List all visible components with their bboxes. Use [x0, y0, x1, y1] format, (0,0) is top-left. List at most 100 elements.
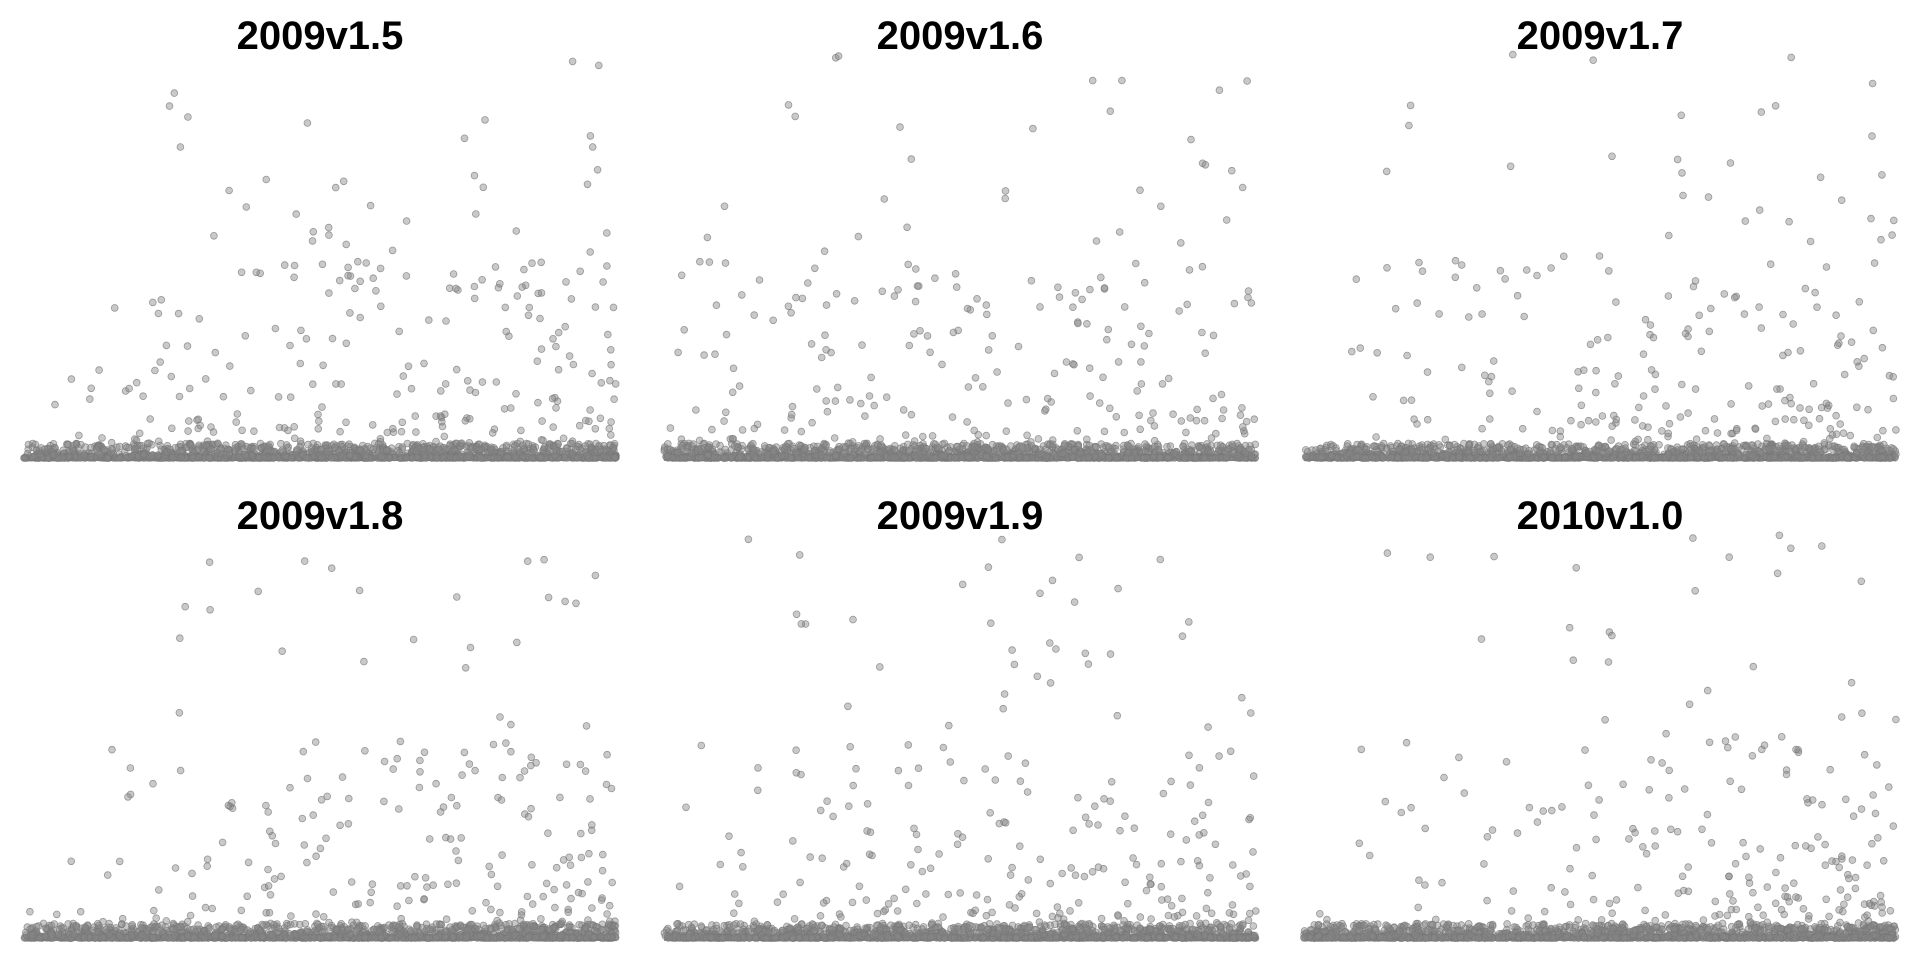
scatter-point [185, 384, 194, 393]
panel-2-scatter-svg [660, 52, 1260, 462]
scatter-point [377, 452, 386, 461]
scatter-point [666, 424, 675, 432]
scatter-point [1060, 442, 1069, 450]
scatter-point [1614, 372, 1623, 380]
scatter-point [442, 317, 450, 325]
scatter-point [314, 417, 323, 426]
scatter-point [247, 386, 255, 395]
scatter-point [596, 414, 605, 423]
scatter-point [1118, 76, 1126, 85]
scatter-point [1182, 428, 1190, 437]
scatter-point [511, 441, 519, 450]
scatter-point [982, 452, 991, 461]
scatter-point [504, 452, 512, 461]
scatter-point [729, 364, 738, 373]
scatter-point [1176, 239, 1185, 247]
scatter-point [1811, 288, 1819, 297]
scatter-point [882, 393, 891, 402]
scatter-point [1149, 452, 1158, 460]
scatter-point [463, 376, 472, 385]
scatter-point [861, 412, 869, 420]
scatter-point [1647, 366, 1656, 374]
scatter-point [1250, 415, 1259, 424]
scatter-point [314, 424, 323, 433]
scatter-point [176, 143, 185, 151]
scatter-point [1014, 342, 1023, 351]
scatter-point [1391, 304, 1400, 313]
scatter-point [804, 279, 812, 287]
scatter-point [774, 454, 782, 462]
scatter-point [1048, 436, 1057, 444]
scatter-point [1086, 392, 1094, 400]
scatter-point [1238, 423, 1247, 431]
scatter-point [728, 434, 737, 443]
scatter-point [964, 453, 973, 462]
scatter-point [1706, 304, 1715, 313]
scatter-point [588, 143, 597, 151]
scatter-point [98, 434, 106, 442]
scatter-point [1859, 443, 1867, 452]
scatter-point [1403, 351, 1411, 360]
scatter-point [133, 445, 141, 453]
scatter-point [1664, 429, 1673, 438]
scatter-point [1707, 453, 1716, 462]
scatter-point [941, 452, 949, 461]
scatter-point [413, 453, 422, 461]
scatter-point [708, 425, 716, 434]
scatter-point [318, 454, 326, 462]
scatter-point [1137, 358, 1145, 366]
scatter-point [847, 454, 855, 462]
scatter-point [568, 57, 577, 66]
scatter-point [425, 445, 434, 454]
scatter-point [1465, 313, 1473, 321]
scatter-point [1646, 442, 1655, 451]
scatter-point [465, 414, 474, 423]
scatter-point [1209, 394, 1217, 403]
scatter-point [1140, 278, 1149, 287]
scatter-point [900, 453, 908, 462]
scatter-point [610, 395, 618, 404]
scatter-point [823, 407, 832, 416]
scatter-point [346, 272, 355, 280]
scatter-point [1726, 453, 1735, 462]
scatter-point [907, 155, 916, 163]
scatter-point [1612, 444, 1621, 453]
scatter-point [1869, 326, 1878, 335]
scatter-point [1625, 451, 1634, 460]
scatter-point [568, 437, 577, 446]
scatter-point [1187, 135, 1195, 144]
scatter-point [470, 282, 479, 291]
panel-1-scatter-svg [20, 57, 620, 462]
scatter-point [911, 442, 919, 450]
scatter-point [883, 453, 891, 461]
scatter-point [994, 443, 1003, 452]
scatter-point [857, 399, 865, 408]
scatter-point [157, 295, 166, 304]
scatter-point [1548, 453, 1556, 462]
scatter-point [736, 453, 745, 461]
scatter-point [551, 451, 559, 460]
scatter-point [554, 328, 563, 337]
scatter-point [177, 454, 185, 462]
scatter-point [1303, 452, 1311, 461]
scatter-point [1141, 440, 1149, 448]
scatter-point [525, 303, 534, 312]
scatter-point [867, 373, 875, 382]
scatter-point [122, 453, 131, 462]
scatter-point [609, 303, 618, 312]
scatter-point [140, 450, 148, 459]
scatter-point [890, 445, 898, 454]
scatter-point [832, 289, 841, 298]
scatter-point [573, 454, 582, 462]
scatter-point [787, 410, 796, 419]
scatter-point [1139, 454, 1148, 462]
scatter-point [1639, 350, 1648, 359]
scatter-point [1684, 325, 1692, 333]
scatter-point [865, 392, 874, 400]
scatter-point [284, 426, 292, 435]
scatter-point [307, 444, 316, 452]
scatter-point [436, 412, 445, 420]
scatter-point [1797, 445, 1806, 454]
scatter-point [1766, 260, 1775, 269]
scatter-point [602, 229, 611, 237]
